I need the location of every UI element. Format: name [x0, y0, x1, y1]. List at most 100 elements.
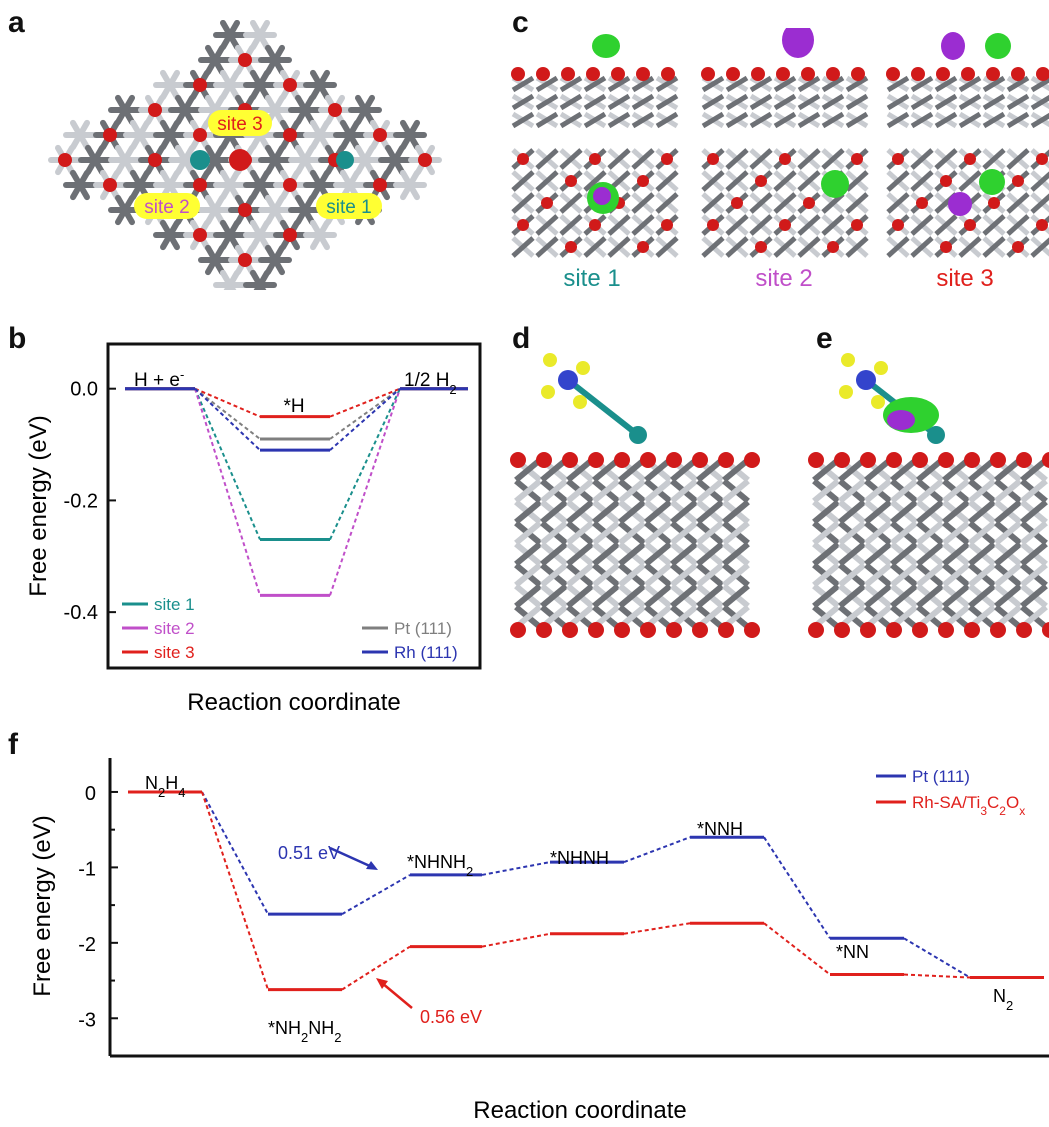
- oxygen-atom: [373, 178, 387, 192]
- slab-bond: [958, 236, 982, 258]
- slab-bond: [514, 478, 542, 504]
- b-ytick-label-2: -0.4: [64, 602, 98, 624]
- f-arrow-pt-head: [366, 861, 378, 870]
- oxygen-atom: [938, 452, 954, 468]
- slab-bond: [722, 583, 750, 609]
- oxygen-atom: [726, 67, 740, 81]
- chart-f-marks: [128, 790, 1044, 1009]
- f-series-0: [128, 790, 1044, 980]
- b-legend-label-2: site 3: [154, 643, 195, 662]
- oxygen-atom: [148, 103, 162, 117]
- f-ytick-label-1: -1: [78, 858, 96, 880]
- slab-bond: [1006, 111, 1030, 129]
- f-connector-0-0: [201, 791, 269, 915]
- panel-c-slab-2: [701, 67, 869, 258]
- oxygen-atom: [827, 241, 839, 253]
- slab-bond: [631, 111, 655, 129]
- oxygen-atom: [193, 128, 207, 142]
- slab-bond: [540, 541, 568, 567]
- hydrogen-atom: [576, 361, 590, 375]
- chart-b-legend: site 1 site 2 site 3 Pt (111) Rh (111): [122, 595, 458, 662]
- slab-bond: [864, 499, 892, 525]
- slab-bond: [535, 214, 559, 236]
- f-connector-0-4: [763, 836, 831, 939]
- oxygen-atom: [1042, 622, 1049, 638]
- slab-bond: [812, 520, 840, 546]
- slab-bond: [910, 236, 934, 258]
- slab-bond: [722, 541, 750, 567]
- panel-a-letter: a: [8, 6, 25, 39]
- slab-bond: [535, 148, 559, 170]
- oxygen-atom: [718, 622, 734, 638]
- lattice-bond: [115, 94, 135, 126]
- oxygen-atom: [886, 622, 902, 638]
- lattice-bond: [175, 94, 195, 126]
- slab-bond: [934, 111, 958, 129]
- oxygen-atom: [238, 203, 252, 217]
- oxygen-atom: [561, 67, 575, 81]
- slab-bond: [968, 562, 996, 588]
- slab-bond: [838, 520, 866, 546]
- oxygen-atom: [1042, 452, 1049, 468]
- oxygen-atom: [776, 67, 790, 81]
- slab-bond: [514, 457, 542, 483]
- slab-bond: [725, 148, 749, 170]
- slab-bond: [1020, 562, 1048, 588]
- slab-bond: [821, 111, 845, 129]
- slab-bond: [559, 111, 583, 129]
- nitrogen-atom: [856, 370, 876, 390]
- oxygen-atom: [912, 622, 928, 638]
- slab-bond: [749, 111, 773, 129]
- f-arrow-pt-shaft: [329, 846, 373, 869]
- f-state-nhnh2: *NHNH2: [407, 852, 473, 879]
- slab-bond: [890, 562, 918, 588]
- slab-bond: [725, 111, 749, 129]
- b-connector-1-0: [194, 388, 261, 596]
- slab-bond: [886, 192, 910, 214]
- b-connector-3-0: [194, 387, 261, 440]
- rh-atom: [927, 426, 945, 444]
- chart-b-ticks: 0.0 -0.2 -0.4: [64, 379, 116, 624]
- slab-bond: [696, 541, 724, 567]
- slab-bond: [910, 148, 934, 170]
- oxygen-atom: [517, 219, 529, 231]
- slab-bond: [958, 170, 982, 192]
- slab-bond: [994, 457, 1022, 483]
- oxygen-atom: [588, 452, 604, 468]
- oxygen-atom: [755, 241, 767, 253]
- slab-bond: [916, 478, 944, 504]
- iso-purple-site2-top: [782, 28, 814, 58]
- oxygen-atom: [193, 78, 207, 92]
- lattice-bond: [160, 69, 180, 101]
- slab-bond: [722, 478, 750, 504]
- b-connector-2-1: [329, 387, 401, 418]
- slab-bond: [583, 75, 607, 93]
- slab-bond: [864, 457, 892, 483]
- slab-bond: [994, 478, 1022, 504]
- slab-bond: [864, 478, 892, 504]
- f-state-nn: *NN: [836, 942, 869, 962]
- slab-bond: [514, 499, 542, 525]
- b-connector-1-1: [329, 388, 401, 596]
- site-labels-a: site 3 site 2 site 1: [134, 110, 382, 219]
- slab-bond: [838, 457, 866, 483]
- oxygen-atom: [988, 197, 1000, 209]
- slab-bond: [934, 214, 958, 236]
- chart-b: 0.0-0.2-0.4 H + e- *H 1/2 H2 site 1site …: [25, 342, 482, 716]
- slab-bond: [644, 541, 672, 567]
- slab-bond: [701, 75, 725, 93]
- slab-bond: [812, 499, 840, 525]
- slab-bond: [845, 236, 869, 258]
- slab-bond: [916, 499, 944, 525]
- slab-bond: [934, 148, 958, 170]
- oxygen-atom: [744, 622, 760, 638]
- slab-bond: [631, 192, 655, 214]
- slab-bond: [696, 478, 724, 504]
- site-2-highlight: [134, 193, 200, 219]
- slab-bond: [838, 562, 866, 588]
- f-series-1: [128, 790, 1044, 992]
- oxygen-atom: [103, 128, 117, 142]
- oxygen-atom: [912, 452, 928, 468]
- slab-bond: [696, 457, 724, 483]
- slab-bond: [631, 148, 655, 170]
